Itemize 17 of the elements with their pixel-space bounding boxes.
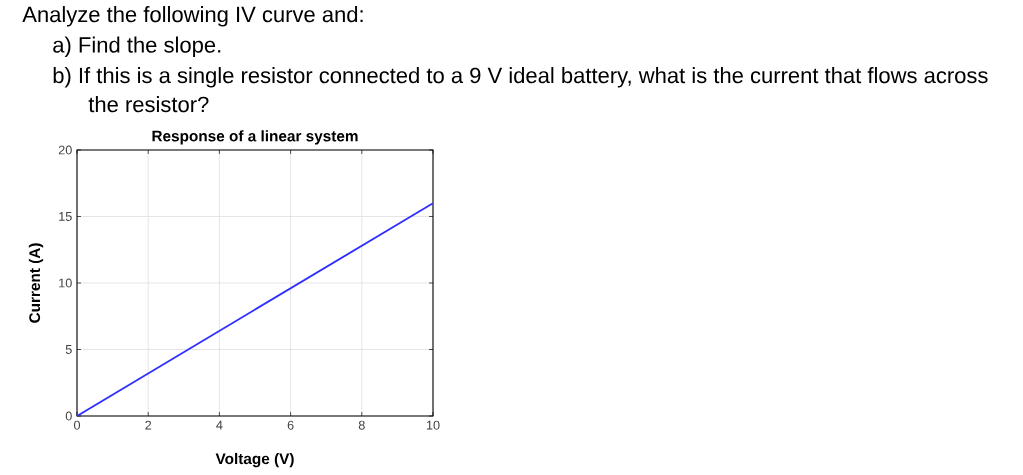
- x-tick-label: 10: [426, 420, 440, 430]
- x-tick-label: 0: [73, 420, 81, 430]
- x-axis-title: Voltage (V): [215, 452, 294, 468]
- text: a) Find the slope.: [53, 36, 221, 58]
- x-tick-label: 2: [145, 420, 152, 430]
- x-tick-label: 4: [216, 420, 223, 430]
- text: b) If this is a single resistor connected to a 9 V ideal battery, what is the current that flows across the resistor?: [53, 67, 988, 113]
- x-tick-label: 6: [287, 420, 294, 430]
- y-tick-label: 20: [58, 145, 72, 155]
- y-tick-label: 0: [65, 411, 72, 421]
- text: Analyze the following IV curve and:: [22, 6, 363, 27]
- y-tick-label: 5: [65, 345, 72, 354]
- chart-title: Response of a linear system: [152, 130, 358, 145]
- y-tick-label: 15: [59, 212, 72, 221]
- y-axis-title: Current (A): [28, 243, 44, 323]
- y-tick-label: 10: [59, 278, 72, 288]
- x-tick-label: 8: [358, 420, 365, 430]
